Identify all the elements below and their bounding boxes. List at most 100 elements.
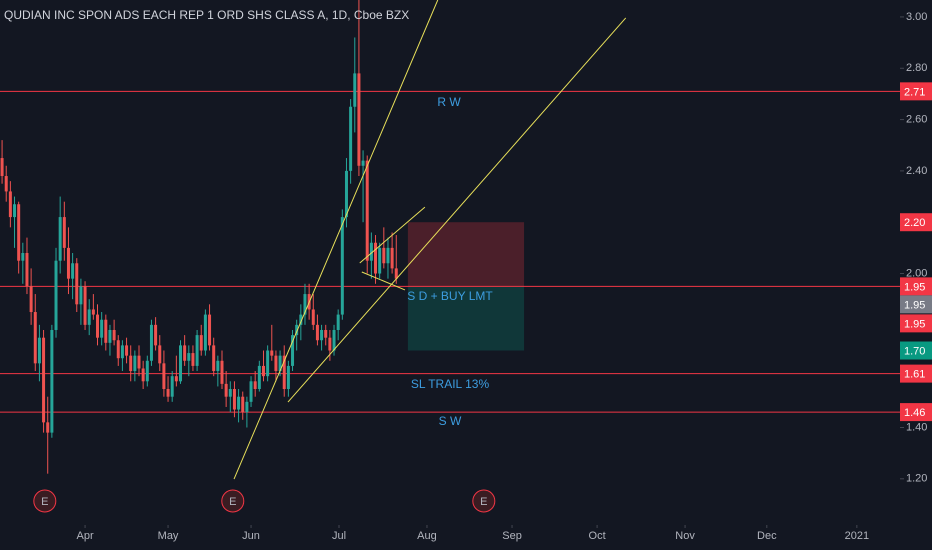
candle-body <box>42 337 46 423</box>
candle-body <box>166 389 170 397</box>
candle-body <box>66 247 70 279</box>
candle-body <box>195 335 199 366</box>
candle-body <box>378 247 382 274</box>
price-label: 2.20 <box>904 217 925 229</box>
x-tick-label: Apr <box>76 530 93 542</box>
candle-body <box>133 355 137 372</box>
candle-body <box>29 286 33 313</box>
candle-body <box>154 324 158 346</box>
event-label: E <box>41 496 48 508</box>
candle-body <box>83 286 87 325</box>
candle-body <box>282 355 286 390</box>
price-label-box <box>900 403 932 422</box>
candle-body <box>394 268 398 279</box>
event-marker <box>472 489 496 513</box>
candle-body <box>232 389 236 410</box>
candle-body <box>174 376 178 382</box>
annotation: S W <box>439 414 462 428</box>
annotation: SL TRAIL 13% <box>411 377 490 391</box>
x-tick-label: 2021 <box>845 530 869 542</box>
candle-body <box>162 363 166 390</box>
event-label: E <box>480 496 487 508</box>
candle-body <box>266 350 270 377</box>
candle-body <box>108 329 112 343</box>
candle-body <box>349 106 353 171</box>
candle-body <box>87 309 91 325</box>
candle-body <box>386 247 390 264</box>
y-tick-label: 1.20 <box>906 473 927 485</box>
candle-body <box>17 204 21 261</box>
candle-body <box>278 355 282 372</box>
price-label: 1.61 <box>904 369 925 381</box>
candle-body <box>187 353 191 361</box>
x-tick-label: Dec <box>757 530 777 542</box>
trendline <box>361 271 406 291</box>
event-marker <box>221 489 245 513</box>
price-label-box <box>900 295 932 314</box>
candle-body <box>228 389 232 397</box>
candle-body <box>332 329 336 351</box>
candle-body <box>374 242 378 274</box>
candle-body <box>149 324 153 361</box>
candle-body <box>270 350 274 356</box>
candle-body <box>116 340 120 359</box>
candle-body <box>261 365 265 377</box>
candle-body <box>120 345 124 359</box>
candle-body <box>37 337 41 364</box>
y-tick-label: 2.40 <box>906 165 927 177</box>
price-label-box <box>900 341 932 360</box>
price-label-box <box>900 82 932 101</box>
x-tick-label: May <box>158 530 179 542</box>
candle-body <box>286 365 290 390</box>
x-tick-label: Sep <box>502 530 522 542</box>
candle-body <box>71 263 75 279</box>
candle-body <box>96 314 100 338</box>
trendline <box>233 0 439 480</box>
candle-body <box>141 368 145 382</box>
candle-body <box>324 329 328 338</box>
price-label: 1.95 <box>904 281 925 293</box>
candle-body <box>8 191 12 218</box>
candle-body <box>224 383 228 397</box>
candle-body <box>158 345 162 364</box>
event-marker <box>33 489 57 513</box>
x-tick-label: Nov <box>675 530 695 542</box>
candle-body <box>220 360 224 384</box>
candle-body <box>365 160 369 261</box>
candle-body <box>336 314 340 330</box>
candle-body <box>112 329 116 341</box>
price-label: 1.70 <box>904 345 925 357</box>
x-tick-label: Jun <box>242 530 260 542</box>
x-tick-label: Oct <box>589 530 606 542</box>
y-tick-label: 2.00 <box>906 267 927 279</box>
candle-body <box>4 176 8 192</box>
candle-body <box>357 73 361 166</box>
candle-body <box>33 312 37 364</box>
candle-body <box>46 422 50 433</box>
candle-body <box>125 345 129 356</box>
candle-body <box>145 360 149 382</box>
overlay: R W S D + BUY LMT SL TRAIL 13% S W E E E 3.00 2.… <box>33 11 932 542</box>
candle-body <box>328 337 332 351</box>
candle-body <box>257 365 261 390</box>
price-label: 1.95 <box>904 299 925 311</box>
candle-body <box>237 396 241 410</box>
candle-body <box>382 247 386 264</box>
candle-body <box>344 170 348 218</box>
annotation: S D + BUY LMT <box>407 289 493 303</box>
candle-body <box>91 309 95 315</box>
trendline <box>359 206 426 264</box>
candle-body <box>291 335 295 366</box>
trendline <box>287 17 627 403</box>
x-tick-label: Jul <box>332 530 346 542</box>
candle-body <box>0 158 4 177</box>
y-tick-label: 3.00 <box>906 11 927 23</box>
candle-body <box>178 345 182 382</box>
candle-body <box>104 319 108 343</box>
candle-body <box>58 217 62 261</box>
event-label: E <box>229 496 236 508</box>
candle-body <box>340 217 344 315</box>
candle-body <box>50 329 54 433</box>
x-tick-label: Aug <box>417 530 437 542</box>
candle-body <box>369 242 373 261</box>
